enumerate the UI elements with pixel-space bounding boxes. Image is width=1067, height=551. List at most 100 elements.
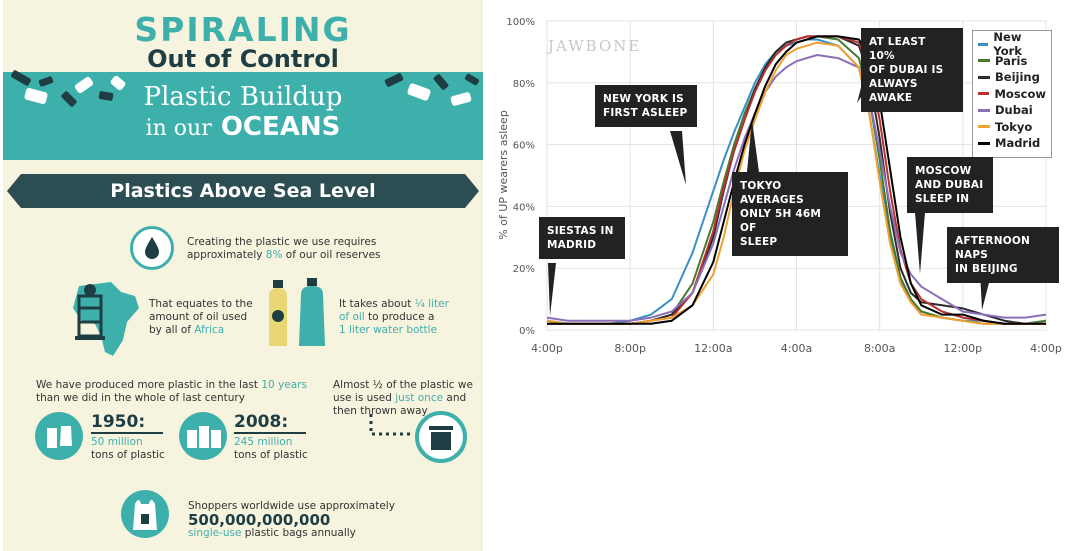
amount-2008: 245 million tons of plastic [234,436,308,462]
legend-item-moscow: Moscow [978,86,1046,103]
amount-1950-value: 50 million [91,436,143,448]
callout-newyork-line1: NEW YORK IS [603,93,684,105]
fact-once-line1: Almost ½ of the plastic we [333,379,473,391]
fact-decade-years: 10 years [261,379,307,391]
callout-tokyo: TOKYO AVERAGES ONLY 5H 46M OF SLEEP [732,172,848,256]
callout-tokyo-line3: SLEEP [740,236,778,248]
fact-bottle-line3: 1 liter water bottle [339,324,438,336]
callout-pointer [548,263,556,316]
fact-africa-line2: amount of oil used [149,311,248,323]
legend-swatch [978,42,989,46]
y-tick-label: 80% [513,79,535,90]
legend-label: Dubai [995,103,1033,118]
legend-swatch [978,75,990,79]
callout-moscow-line1: MOSCOW [915,165,972,177]
amount-2008-unit: tons of plastic [234,449,308,461]
fact-decade: We have produced more plastic in the las… [36,379,307,405]
legend-swatch [978,141,990,145]
amount-1950: 50 million tons of plastic [91,436,165,462]
y-tick-label: 0% [519,326,535,337]
callout-moscow-dubai: MOSCOW AND DUBAI SLEEP IN [907,157,993,213]
callout-beijing-line1: AFTERNOON NAPS [955,235,1030,261]
fact-once-line2a: use is used [333,392,396,404]
callout-new-york: NEW YORK IS FIRST ASLEEP [595,85,697,127]
x-tick-label: 12:00a [694,342,732,355]
series-line-tokyo [546,41,1046,325]
section-title: Plastics Above Sea Level [7,174,479,208]
title-oceans-word: OCEANS [220,112,341,142]
x-tick-label: 4:00p [531,342,563,355]
fact-oil-line2a: approximately [187,249,266,261]
y-tick-labels: 0% 20% 40% 60% 80% 100% [506,17,535,337]
legend-label: Madrid [995,136,1041,151]
callout-dubai-line1: AT LEAST 10% [869,36,926,62]
callout-newyork-line2: FIRST ASLEEP [603,107,688,119]
legend-swatch [978,108,990,112]
legend-label: Paris [995,53,1028,68]
fact-oil-line2b: of our oil reserves [282,249,381,261]
callout-dubai-line2: OF DUBAI IS [869,64,944,76]
legend-item-beijing: Beijing [978,69,1046,86]
plastic-bags-1950-icon [35,412,83,460]
fact-bottle-oil: of oil [339,311,365,323]
fact-oil-percent: 8% [265,249,283,261]
fact-once-line2b: and [443,392,467,404]
legend-label: Tokyo [995,119,1033,134]
legend-label: Moscow [994,86,1046,101]
callout-pointer [670,131,686,185]
legend-swatch [978,125,990,129]
chart-legend: New York Paris Beijing Moscow Dubai Tokyo Madr… [972,30,1052,158]
title-plastic-buildup: Plastic Buildup [143,82,343,112]
shopping-bag-icon [121,490,169,538]
infographic-banner: SPIRALING Out of Control Plastic Buildup… [3,0,483,160]
callout-dubai-awake: AT LEAST 10% OF DUBAI IS ALWAYS AWAKE [861,28,963,112]
legend-item-tokyo: Tokyo [978,119,1046,136]
callout-tokyo-line2: ONLY 5H 46M OF [740,208,822,234]
fact-bottle-line1a: It takes about [339,298,415,310]
x-tick-labels: 4:00p 8:00p 12:00a 4:00a 8:00a 12:00p 4:00p [531,342,1062,355]
fact-bags-line3: single-use plastic bags annually [188,527,356,540]
sleep-chart: JAWBONE 0% 20% 40% 60% 80% 100% 4:00p 8:00p 12:… [490,0,1067,551]
fact-africa-line1: That equates to the [149,298,253,310]
fact-bags-number: 500,000,000,000 [188,511,331,529]
legend-label: Beijing [995,70,1040,85]
year-1950: 1950: [91,412,146,432]
series-line-dubai [546,54,1047,322]
plastic-infographic: SPIRALING Out of Control Plastic Buildup… [3,0,483,551]
fact-africa-line3: by all of [149,324,195,336]
title-out-of-control: Out of Control [147,45,339,73]
y-axis-label: % of UP wearers asleep [497,110,510,240]
fact-bottle: It takes about ¼ liter of oil to produce… [339,298,449,337]
legend-item-madrid: Madrid [978,135,1046,152]
fact-once: Almost ½ of the plastic we use is used j… [333,379,473,418]
callout-moscow-line2: AND DUBAI [915,179,984,191]
callout-beijing-naps: AFTERNOON NAPS IN BEIJING [947,227,1059,283]
oil-drop-icon [130,226,174,270]
jawbone-watermark: JAWBONE [546,37,641,55]
fact-africa-word: Africa [194,324,225,336]
amount-1950-unit: tons of plastic [91,449,165,461]
oil-and-water-bottles-icon [269,278,325,346]
fact-once-line3: then thrown away [333,405,428,417]
fact-decade-line2: than we did in the whole of last century [36,392,245,404]
title-in-our: in our [145,116,212,141]
plastic-bags-2008-icon [179,412,227,460]
amount-2008-value: 245 million [234,436,293,448]
legend-item-paris: Paris [978,53,1046,70]
x-tick-label: 4:00a [781,342,812,355]
fact-once-highlight: just once [395,392,444,404]
callout-pointer [747,120,759,172]
x-tick-label: 8:00p [614,342,646,355]
y-tick-label: 40% [513,202,535,213]
legend-label: New York [993,30,1022,59]
y-tick-label: 20% [513,264,535,275]
callout-dubai-line3: ALWAYS AWAKE [869,78,918,104]
x-tick-label: 12:00p [943,342,982,355]
fact-bags-line1: Shoppers worldwide use approximately [188,500,395,512]
legend-swatch [978,59,990,63]
title-oceans: in our OCEANS [3,112,483,142]
callout-pointer [914,200,926,274]
callout-siestas-line2: MADRID [547,239,597,251]
x-tick-label: 4:00p [1030,342,1062,355]
year-2008: 2008: [234,412,289,432]
